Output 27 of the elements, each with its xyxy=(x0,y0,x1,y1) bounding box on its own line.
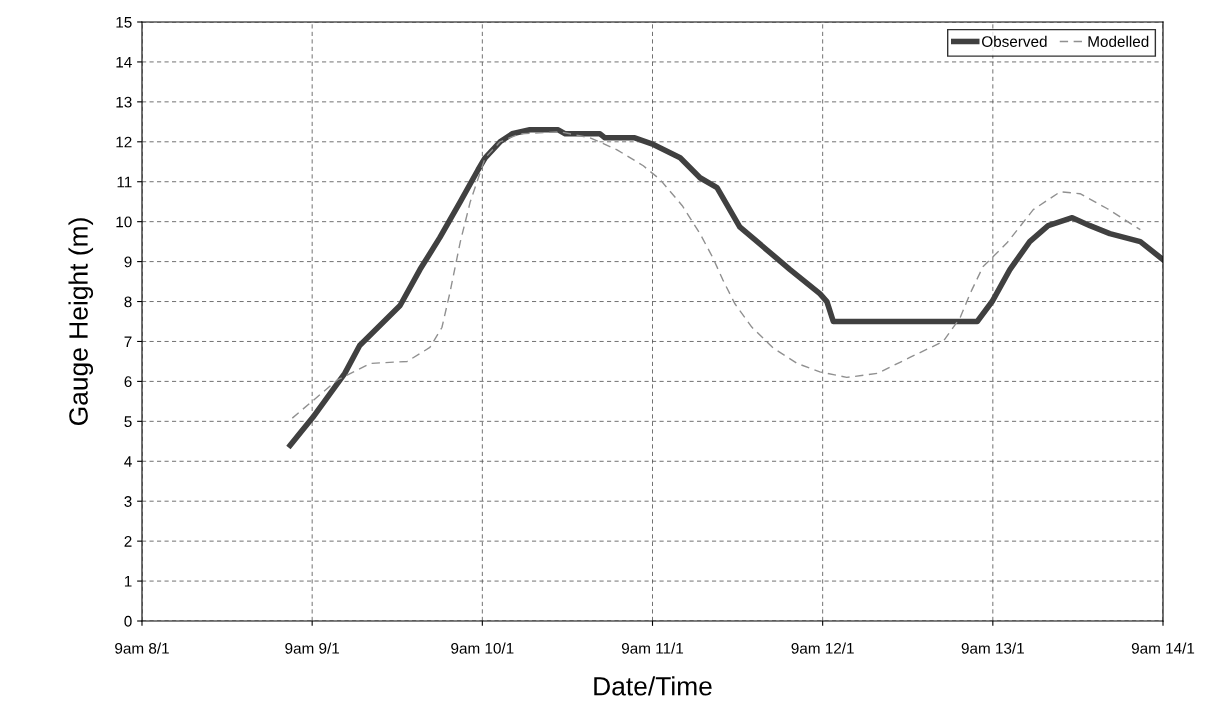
y-tick-label: 10 xyxy=(116,216,132,228)
y-tick-label: 8 xyxy=(124,296,132,308)
x-tick-label: 9am 10/1 xyxy=(451,642,514,654)
y-tick-label: 11 xyxy=(117,176,132,188)
y-tick-label: 14 xyxy=(116,56,132,68)
y-tick-label: 12 xyxy=(116,136,132,148)
y-tick-label: 13 xyxy=(116,96,132,108)
y-tick-label: 4 xyxy=(124,456,132,467)
y-axis-title: Gauge Height (m) xyxy=(68,218,94,426)
x-tick-label: 9am 11/1 xyxy=(621,642,684,654)
x-tick-label: 9am 13/1 xyxy=(961,642,1024,654)
y-tick-label: 1 xyxy=(124,576,132,587)
x-tick-label: 9am 9/1 xyxy=(285,642,340,654)
y-tick-label: 6 xyxy=(124,376,132,388)
x-tick-label: 9am 12/1 xyxy=(791,642,854,654)
x-axis-title: Date/Time xyxy=(594,676,712,696)
y-tick-label: 15 xyxy=(116,17,132,28)
y-tick-label: 9 xyxy=(124,256,132,268)
legend-label: Observed xyxy=(982,35,1047,47)
x-tick-label: 9am 14/1 xyxy=(1131,642,1195,654)
x-tick-label: 9am 8/1 xyxy=(115,642,169,654)
y-tick-label: 7 xyxy=(124,336,132,347)
legend-label: Modelled xyxy=(1088,35,1149,47)
y-tick-label: 5 xyxy=(124,416,132,428)
y-tick-label: 3 xyxy=(124,496,132,507)
y-tick-label: 2 xyxy=(124,536,132,547)
y-tick-label: 0 xyxy=(124,615,132,627)
